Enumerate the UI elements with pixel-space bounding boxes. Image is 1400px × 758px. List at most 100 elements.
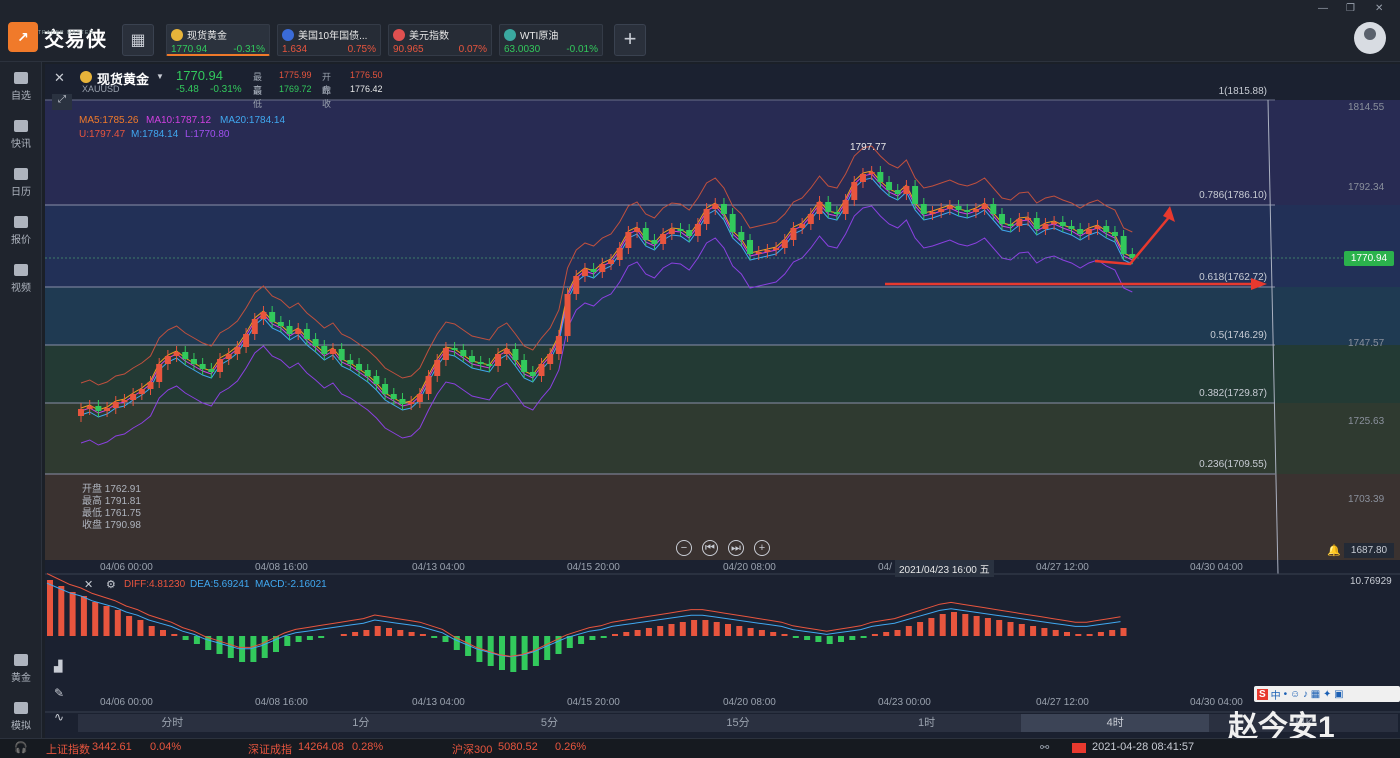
period-tab-1[interactable]: 1分: [352, 717, 370, 729]
candle-body: [512, 349, 519, 360]
grid-layout-button[interactable]: ▦: [122, 24, 154, 56]
peak-label: 1797.77: [850, 142, 887, 153]
wave-icon[interactable]: ∿: [54, 710, 65, 724]
sidebar-item-quotes[interactable]: 报价: [0, 216, 42, 246]
indicator-icon[interactable]: ▟: [54, 661, 63, 673]
macd-bar: [849, 636, 856, 640]
index3-name: 沪深300: [452, 744, 493, 756]
macd-bar: [747, 628, 754, 636]
candle-body: [260, 312, 267, 319]
ohlc-low: 最低 1761.75: [82, 508, 141, 519]
macd-bar: [984, 618, 991, 636]
candle-body: [712, 204, 719, 209]
macd-bar: [216, 636, 223, 654]
quote-tab-change: 0.75%: [347, 44, 376, 55]
price-axis-tick: 1703.39: [1348, 494, 1385, 505]
candle-body: [130, 394, 137, 400]
close-chart-icon[interactable]: ✕: [54, 70, 65, 85]
macd-bar: [623, 632, 630, 636]
candle-body: [1129, 254, 1136, 258]
candle-body: [521, 360, 528, 372]
sidebar-item-watchlist[interactable]: 自选: [0, 72, 42, 102]
macd-bar: [126, 616, 133, 636]
macd-bar: [261, 636, 268, 658]
quote-tab-us10y[interactable]: 美国10年国债... 1.634 0.75%: [277, 24, 381, 56]
headset-icon[interactable]: 🎧: [14, 742, 28, 754]
sidebar-item-label: 自选: [11, 91, 31, 102]
candle-body: [338, 349, 345, 360]
macd-settings-icon[interactable]: ⚙: [106, 579, 116, 591]
macd-close-icon[interactable]: ✕: [84, 579, 94, 591]
candle-body: [998, 214, 1005, 224]
candlestick-chart[interactable]: 1(1815.88) 0.786(1786.10) 0.618(1762.72) 0.…: [45, 64, 1400, 738]
quote-tab-name: 美元指数: [409, 31, 449, 42]
app-logo: ↗ 交易侠: [8, 22, 107, 52]
quote-tab-dxy[interactable]: 美元指数 90.965 0.07%: [388, 24, 492, 56]
minimize-icon[interactable]: —: [1318, 3, 1328, 14]
macd-dea-line: [46, 582, 1121, 658]
period-tab-6[interactable]: 日K: [1294, 717, 1313, 729]
add-quote-button[interactable]: +: [614, 24, 646, 56]
gold-icon: [14, 654, 28, 666]
scroll-end-button[interactable]: ⏭: [728, 540, 744, 556]
quote-tab-name: WTI原油: [520, 31, 559, 42]
macd-bar: [227, 636, 234, 658]
sidebar-item-calendar[interactable]: 日历: [0, 168, 42, 198]
time-axis-label: 04/15 20:00: [567, 562, 620, 573]
ime-toolbar[interactable]: S 中 • ☺ ♪ ▦ ✦ ▣: [1254, 686, 1400, 702]
candle-body: [1094, 226, 1101, 229]
alert-bell-icon[interactable]: 🔔: [1327, 545, 1341, 557]
macd-bar: [306, 636, 313, 640]
quote-tab-change: -0.01%: [566, 44, 598, 55]
candle-body: [886, 182, 893, 190]
period-tab-5[interactable]: 4时: [1020, 714, 1210, 732]
draw-tool-icon[interactable]: ⤢: [52, 94, 72, 110]
period-tab-2[interactable]: 5分: [540, 717, 558, 729]
candle-body: [477, 362, 484, 364]
sidebar-item-news[interactable]: 快讯: [0, 120, 42, 150]
close-icon[interactable]: ✕: [1375, 3, 1384, 14]
instrument-name[interactable]: 现货黄金: [97, 72, 150, 87]
sidebar-item-gold[interactable]: 黄金: [0, 654, 42, 684]
candle-body: [1111, 232, 1118, 236]
scroll-start-button[interactable]: ⏮: [702, 540, 718, 556]
candle-body: [842, 200, 849, 214]
high-value: 1775.99: [279, 70, 312, 80]
user-avatar[interactable]: [1354, 22, 1386, 54]
sidebar-item-demo[interactable]: 模拟: [0, 702, 42, 732]
period-tab-3[interactable]: 15分: [726, 717, 750, 729]
candle-body: [495, 354, 502, 366]
dropdown-icon[interactable]: ▼: [156, 72, 164, 81]
macd-diff-line: [46, 573, 1121, 657]
restore-icon[interactable]: ❐: [1346, 3, 1355, 14]
sidebar-item-video[interactable]: 视频: [0, 264, 42, 294]
candle-body: [538, 364, 545, 376]
candle-body: [529, 372, 536, 376]
zoom-in-button[interactable]: +: [754, 540, 770, 556]
candle-body: [408, 402, 415, 404]
macd-bar: [419, 634, 426, 636]
period-tab-4[interactable]: 1时: [918, 717, 936, 729]
zoom-out-button[interactable]: −: [676, 540, 692, 556]
candle-body: [486, 364, 493, 366]
quote-tab-gold[interactable]: 现货黄金 1770.94 -0.31%: [166, 24, 270, 56]
candle-body: [668, 229, 675, 234]
period-tab-0[interactable]: 分时: [161, 717, 184, 729]
chart-area[interactable]: 1(1815.88) 0.786(1786.10) 0.618(1762.72) 0.…: [45, 64, 1400, 738]
macd-bar: [1041, 628, 1048, 636]
macd-bar: [374, 626, 381, 636]
candle-body: [225, 354, 232, 359]
macd-bar: [781, 634, 788, 636]
ma10-legend: MA10:1787.12: [146, 115, 212, 126]
news-icon: [14, 120, 28, 132]
macd-bar: [962, 614, 969, 636]
candle-body: [277, 322, 284, 326]
sidebar-item-label: 报价: [11, 235, 31, 246]
sidebar-item-label: 黄金: [11, 673, 31, 684]
indicator-line: [80, 205, 1133, 446]
pen-icon[interactable]: ✎: [54, 686, 65, 700]
quote-tab-wti[interactable]: WTI原油 63.0030 -0.01%: [499, 24, 603, 56]
candle-body: [286, 326, 293, 334]
high-label: 最高: [253, 72, 263, 95]
candle-body: [1033, 218, 1040, 229]
